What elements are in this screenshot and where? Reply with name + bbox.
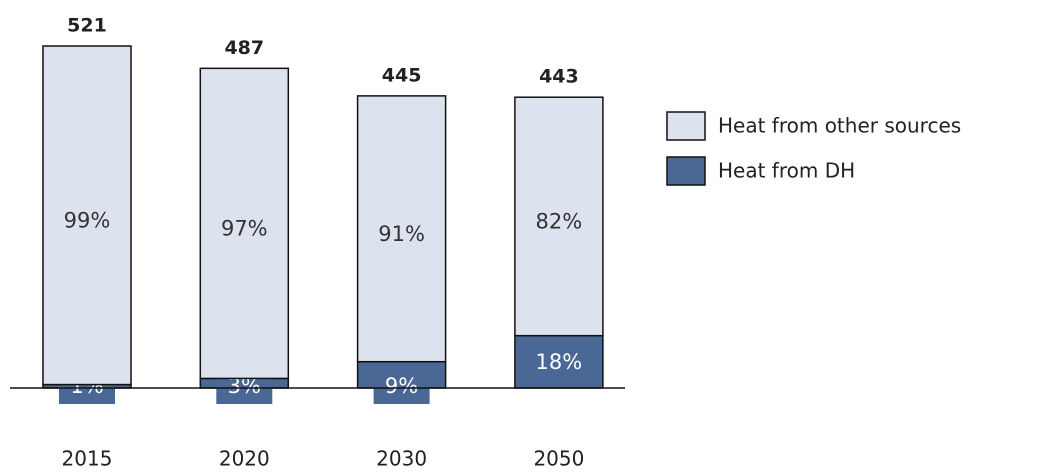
bar-segment [199, 67, 290, 380]
x-tick-label: 2020 [219, 447, 270, 471]
label-box [530, 343, 587, 380]
legend-label: Heat from DH [718, 159, 855, 183]
total-label: 445 [382, 64, 422, 86]
legend-swatch [666, 156, 706, 186]
x-tick-label: 2050 [533, 447, 584, 471]
legend-label: Heat from other sources [718, 114, 961, 138]
value-label: 9% [385, 374, 418, 398]
label-box [373, 368, 430, 404]
bar-segment [42, 45, 132, 386]
value-label: 97% [221, 216, 268, 240]
x-tick-label: 2015 [62, 447, 113, 471]
total-label: 487 [224, 37, 264, 59]
bar-segment [514, 96, 604, 337]
value-label: 18% [536, 350, 583, 374]
value-label: 99% [64, 208, 111, 232]
value-label: 91% [378, 222, 425, 246]
x-tick-label: 2030 [376, 447, 427, 471]
bar-segment [356, 95, 447, 363]
total-label: 521 [67, 15, 107, 37]
total-label: 443 [539, 66, 579, 88]
legend-swatch [666, 111, 706, 141]
value-label: 82% [536, 209, 583, 233]
